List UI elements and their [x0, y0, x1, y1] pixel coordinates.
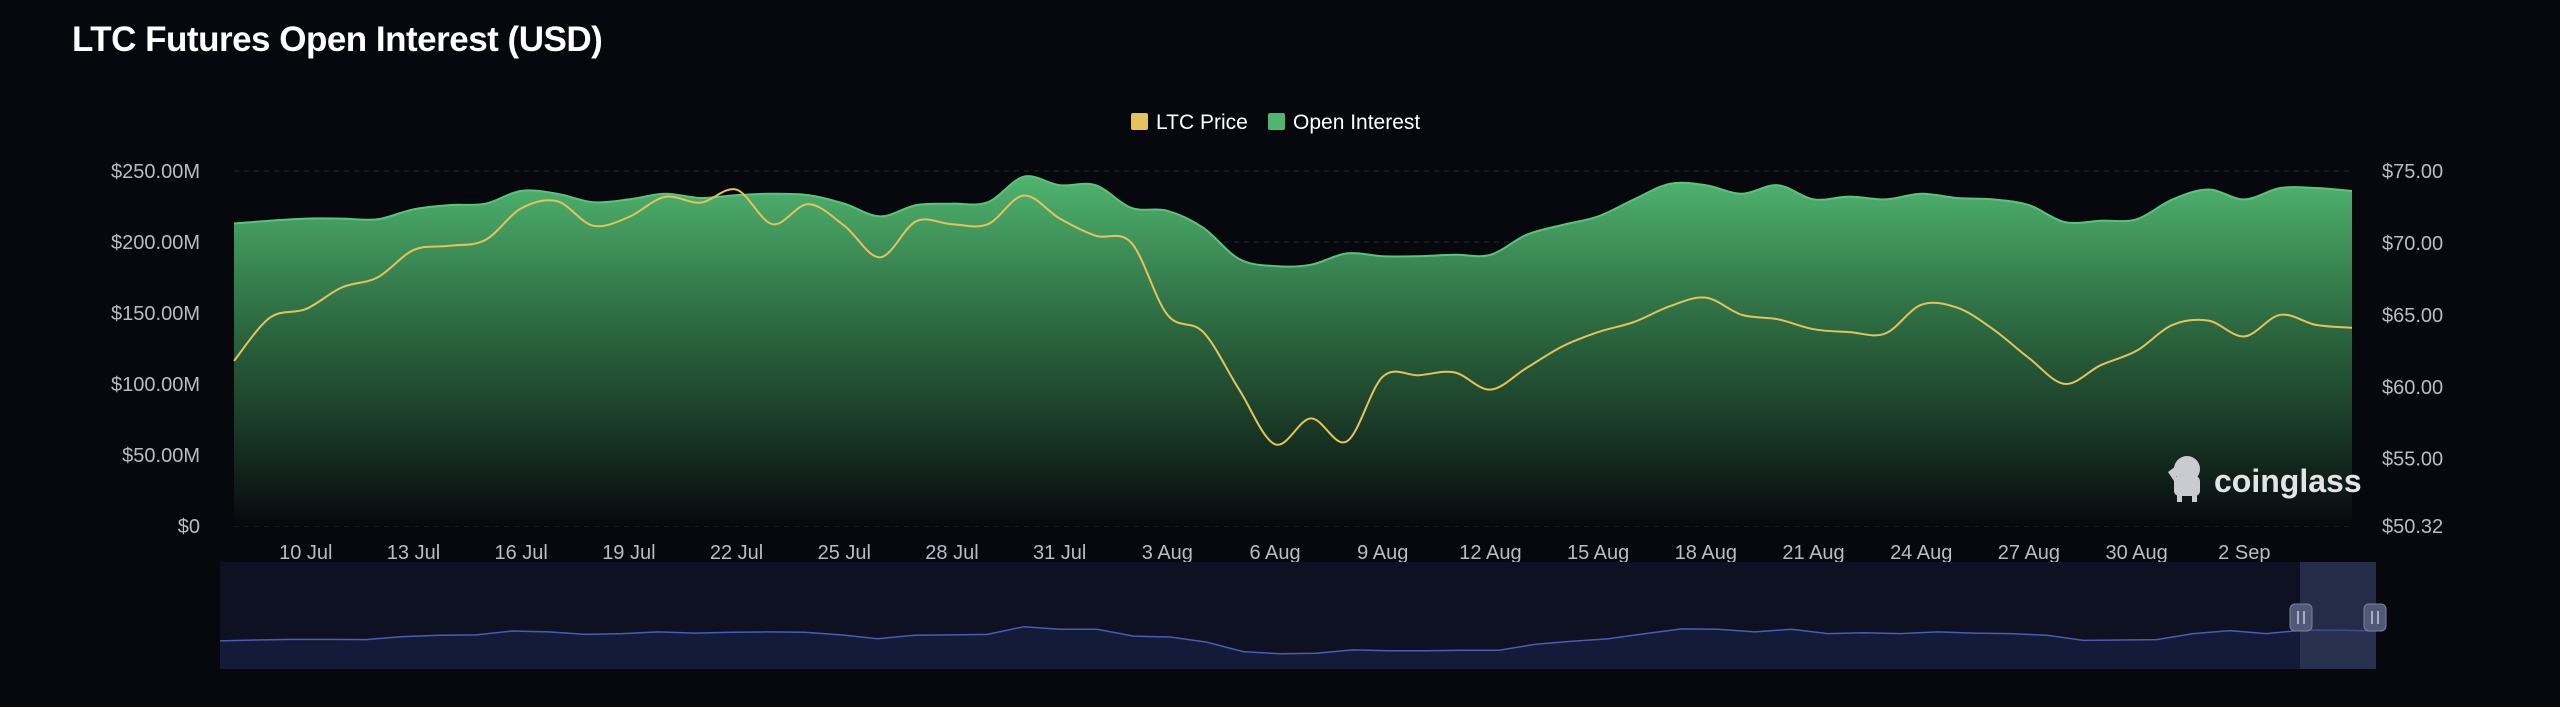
legend: LTC Price Open Interest	[1131, 111, 1420, 134]
watermark-text: coinglass	[2214, 463, 2362, 499]
legend-item-open-interest[interactable]: Open Interest	[1268, 111, 1420, 134]
x-tick-label: 22 Jul	[710, 542, 763, 564]
y-left-tick-label: $150.00M	[111, 303, 200, 325]
x-tick-label: 6 Aug	[1249, 542, 1300, 564]
y-left-tick-label: $0	[178, 516, 200, 538]
navigator-left-handle[interactable]	[2289, 603, 2313, 632]
legend-swatch-ltc-price	[1131, 113, 1148, 130]
navigator-series-area	[220, 626, 2376, 669]
x-tick-label: 9 Aug	[1357, 542, 1408, 564]
x-tick-label: 13 Jul	[387, 542, 440, 564]
x-tick-label: 31 Jul	[1033, 542, 1086, 564]
x-tick-label: 27 Aug	[1998, 542, 2060, 564]
open-interest-area	[234, 176, 2352, 527]
y-right-tick-label: $60.00	[2382, 377, 2443, 399]
y-axis-right: $50.32 $55.00 $60.00 $65.00 $70.00 $75.00	[2382, 161, 2443, 538]
y-left-tick-label: $250.00M	[111, 161, 200, 183]
legend-label-ltc-price: LTC Price	[1156, 111, 1248, 134]
y-right-tick-label: $50.32	[2382, 516, 2443, 538]
x-tick-label: 18 Aug	[1675, 542, 1737, 564]
open-interest-line	[233, 175, 2353, 268]
coinglass-logo-icon	[2168, 456, 2200, 502]
x-tick-label: 19 Jul	[602, 542, 655, 564]
coinglass-watermark: coinglass	[2168, 456, 2362, 502]
ltc-price-line	[233, 188, 2353, 446]
x-tick-label: 28 Jul	[925, 542, 978, 564]
y-axis-left: $0 $50.00M $100.00M $150.00M $200.00M $250.00…	[111, 161, 200, 538]
legend-swatch-open-interest	[1268, 113, 1285, 130]
page-title: LTC Futures Open Interest (USD)	[72, 20, 603, 59]
x-tick-label: 3 Aug	[1142, 542, 1193, 564]
x-tick-label: 16 Jul	[494, 542, 547, 564]
y-right-tick-label: $75.00	[2382, 161, 2443, 183]
navigator-right-handle[interactable]	[2363, 603, 2387, 632]
y-right-tick-label: $55.00	[2382, 449, 2443, 471]
x-tick-label: 2 Sep	[2218, 542, 2270, 564]
x-tick-label: 12 Aug	[1459, 542, 1521, 564]
y-right-tick-label: $65.00	[2382, 305, 2443, 327]
range-navigator[interactable]	[219, 562, 2387, 669]
x-tick-label: 24 Aug	[1890, 542, 1952, 564]
y-left-tick-label: $50.00M	[122, 445, 200, 467]
y-left-tick-label: $100.00M	[111, 374, 200, 396]
x-tick-label: 25 Jul	[818, 542, 871, 564]
navigator-series-line	[219, 625, 2377, 655]
legend-label-open-interest: Open Interest	[1293, 111, 1420, 134]
y-left-tick-label: $200.00M	[111, 232, 200, 254]
x-axis: 10 Jul 13 Jul 16 Jul 19 Jul 22 Jul 25 Jul 28 J…	[279, 542, 2270, 564]
navigator-selection[interactable]	[2300, 562, 2376, 669]
x-tick-label: 15 Aug	[1567, 542, 1629, 564]
x-tick-label: 21 Aug	[1782, 542, 1844, 564]
x-tick-label: 30 Aug	[2105, 542, 2167, 564]
x-tick-label: 10 Jul	[279, 542, 332, 564]
y-right-tick-label: $70.00	[2382, 233, 2443, 255]
legend-item-ltc-price[interactable]: LTC Price	[1131, 111, 1248, 134]
